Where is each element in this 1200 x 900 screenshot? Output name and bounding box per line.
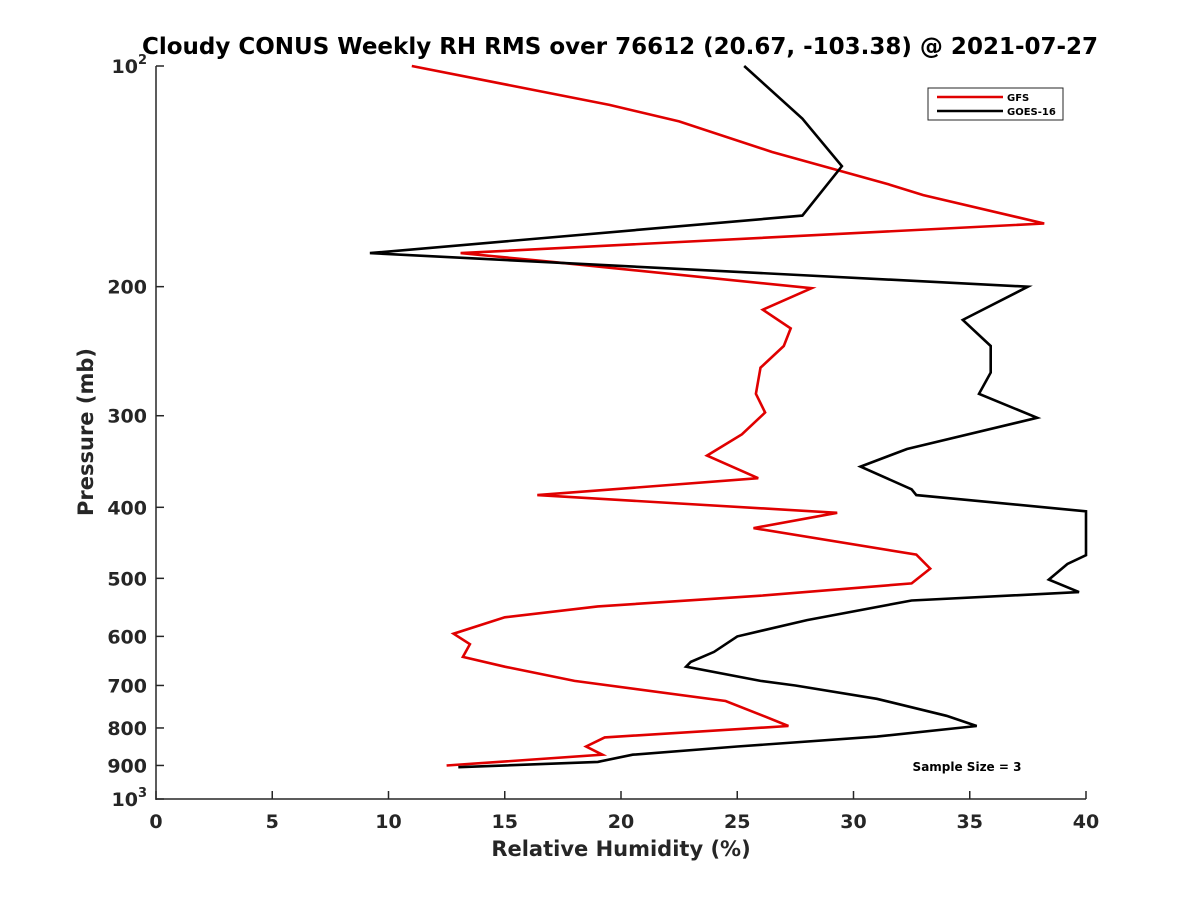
sample-size-annotation: Sample Size = 3 <box>913 760 1022 774</box>
y-tick-label: 103 <box>112 786 148 811</box>
x-axis-label: Relative Humidity (%) <box>491 837 750 861</box>
series-line-gfs <box>411 64 1045 767</box>
series-group <box>369 64 1088 769</box>
y-axis-label: Pressure (mb) <box>74 348 98 516</box>
y-tick-label: 200 <box>107 277 147 299</box>
plot-background <box>156 66 1086 799</box>
x-tick-label: 25 <box>724 811 750 833</box>
x-tick-label: 20 <box>608 811 634 833</box>
x-tick-label: 0 <box>149 811 162 833</box>
legend-box <box>927 87 1064 121</box>
y-tick-label: 300 <box>107 406 147 428</box>
legend: GFS GOES-16 <box>927 87 1064 121</box>
series-line-goes-16 <box>369 65 1088 769</box>
x-tick-label: 15 <box>492 811 518 833</box>
legend-label-goes-16: GOES-16 <box>1007 107 1056 118</box>
y-tick-label: 900 <box>107 755 147 777</box>
y-tick-label: 102 <box>112 53 148 78</box>
y-axis-ticks: 102 200 300 400 500 600 700 800 900 103 <box>107 53 164 811</box>
x-tick-label: 35 <box>957 811 983 833</box>
x-tick-label: 40 <box>1073 811 1099 833</box>
y-tick-label: 700 <box>107 675 147 697</box>
legend-label-gfs: GFS <box>1007 93 1029 104</box>
y-tick-label: 600 <box>107 626 147 648</box>
chart-title: Cloudy CONUS Weekly RH RMS over 76612 (2… <box>142 34 1098 60</box>
plot-area: 0 5 10 15 20 25 30 35 40 102 200 300 400 500 600 700 80… <box>107 53 1099 833</box>
y-tick-label: 500 <box>107 568 147 590</box>
x-tick-label: 5 <box>266 811 279 833</box>
y-tick-label: 800 <box>107 718 147 740</box>
x-axis-ticks: 0 5 10 15 20 25 30 35 40 <box>149 791 1099 833</box>
x-tick-label: 30 <box>840 811 866 833</box>
y-tick-label: 400 <box>107 497 147 519</box>
x-tick-label: 10 <box>375 811 401 833</box>
